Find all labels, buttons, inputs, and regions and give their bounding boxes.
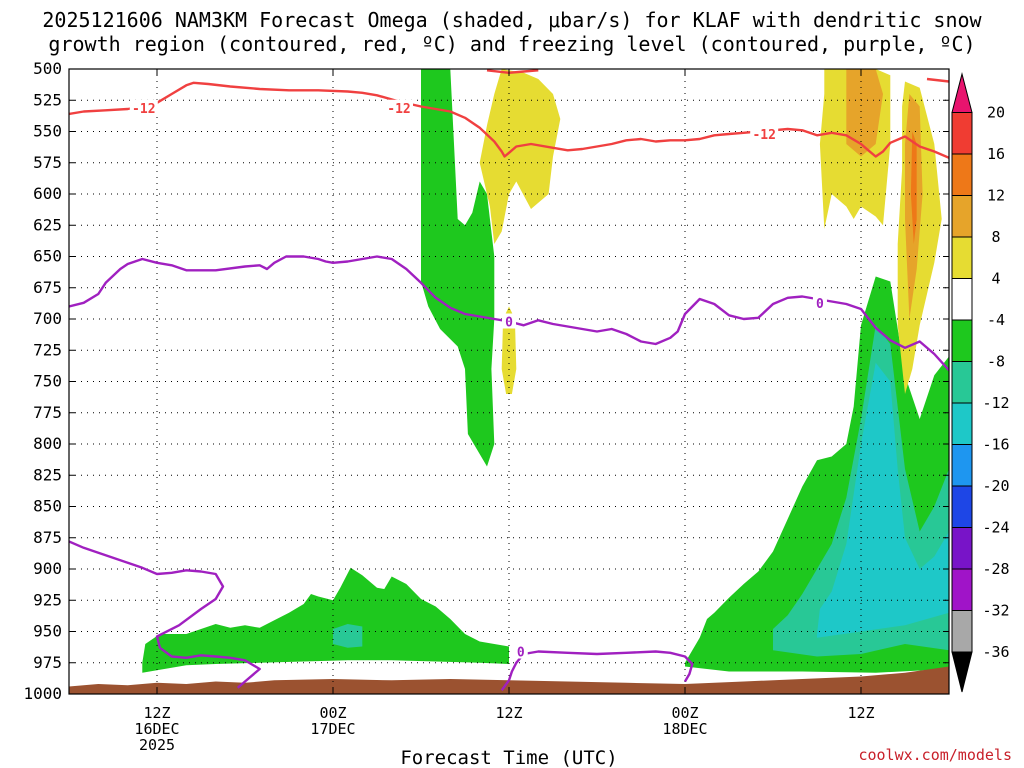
contour-line-1 <box>486 69 539 75</box>
colorbar-top-arrow <box>951 72 973 113</box>
temperature-contours <box>69 69 949 692</box>
contour-label-bg <box>502 313 516 329</box>
y-tick-label: 825 <box>33 465 62 484</box>
colorbar-label: -28 <box>982 560 1009 578</box>
y-tick-label: 925 <box>33 590 62 609</box>
colorbar-swatch <box>951 112 973 155</box>
y-tick-label: 875 <box>33 528 62 547</box>
omega-region-4 <box>333 624 363 648</box>
contour-label: -12 <box>752 128 775 143</box>
y-tick-label: 600 <box>33 184 62 203</box>
y-tick-label: 850 <box>33 497 62 516</box>
contour-label: 0 <box>816 297 824 312</box>
omega-shading <box>142 69 949 673</box>
colorbar-label: -32 <box>982 602 1009 620</box>
y-tick-label: 1000 <box>23 684 62 703</box>
colorbar-swatch <box>951 195 973 238</box>
contour-line-4 <box>69 540 261 689</box>
x-tick-label: 18DEC <box>662 720 707 738</box>
colorbar-label: 12 <box>987 187 1005 205</box>
y-tick-label: 975 <box>33 653 62 672</box>
omega-region-1 <box>142 567 510 673</box>
surface-fill <box>69 666 949 694</box>
y-tick-label: 500 <box>33 59 62 78</box>
colorbar-swatch <box>951 610 973 653</box>
chart-title-line2: growth region (contoured, red, ºC) and f… <box>48 32 975 56</box>
omega-region-12 <box>910 131 917 244</box>
contour-label-bg <box>129 99 158 115</box>
x-axis-label: Forecast Time (UTC) <box>400 747 617 768</box>
colorbar-swatch <box>951 361 973 404</box>
colorbar-label: -8 <box>987 353 1005 371</box>
contour-line-0 <box>69 81 949 159</box>
contour-line-2 <box>926 77 949 83</box>
colorbar-label: -12 <box>982 394 1009 412</box>
colorbar-label: -4 <box>987 311 1005 329</box>
y-tick-label: 725 <box>33 340 62 359</box>
y-tick-label: 625 <box>33 215 62 234</box>
contour-label: -12 <box>132 102 155 117</box>
colorbar-swatch <box>951 153 973 196</box>
colorbar: 20 16 12 8 4 -4 -8 -12 -16 -20 -24 -28 -32 -36 <box>951 72 1010 693</box>
y-tick-label: 550 <box>33 122 62 141</box>
y-tick-label: 525 <box>33 90 62 109</box>
colorbar-label: -24 <box>982 519 1009 537</box>
y-tick-label: 575 <box>33 153 62 172</box>
y-tick-label: 800 <box>33 434 62 453</box>
y-axis-ticks: 500 525 550 575 600 625 650 675 700 725 750 775 800 8… <box>23 59 949 703</box>
colorbar-swatch <box>951 527 973 570</box>
colorbar-label: -16 <box>982 436 1009 454</box>
colorbar-swatch <box>951 319 973 362</box>
colorbar-label: 20 <box>987 104 1005 122</box>
omega-region-6 <box>479 69 561 244</box>
contour-label-bg <box>385 99 413 115</box>
colorbar-label: 8 <box>991 228 1000 246</box>
y-tick-label: 650 <box>33 247 62 266</box>
omega-region-0 <box>421 69 495 467</box>
colorbar-swatch <box>951 568 973 611</box>
surface-ground <box>69 666 949 694</box>
y-tick-label: 775 <box>33 403 62 422</box>
colorbar-bottom-arrow <box>951 651 973 693</box>
x-tick-label: 2025 <box>139 736 175 754</box>
omega-region-10 <box>846 69 883 157</box>
colorbar-label: 16 <box>987 145 1005 163</box>
x-tick-label: 16DEC <box>134 720 179 738</box>
colorbar-label: 4 <box>991 270 1000 288</box>
colorbar-label: -20 <box>982 477 1009 495</box>
contour-label-bg <box>750 126 779 141</box>
chart-title-line1: 2025121606 NAM3KM Forecast Omega (shaded… <box>42 8 982 32</box>
colorbar-swatch <box>951 236 973 279</box>
x-tick-label: 12Z <box>495 704 522 722</box>
y-tick-label: 750 <box>33 372 62 391</box>
contour-label: -12 <box>387 102 410 117</box>
colorbar-label: -36 <box>982 643 1009 661</box>
y-tick-label: 900 <box>33 559 62 578</box>
colorbar-swatch <box>951 485 973 528</box>
omega-region-5 <box>817 362 949 638</box>
grid-lines <box>69 68 949 695</box>
colorbar-swatch <box>951 278 973 321</box>
contour-line-5 <box>500 650 694 692</box>
colorbar-swatch <box>951 402 973 445</box>
colorbar-swatch <box>951 444 973 487</box>
y-tick-label: 700 <box>33 309 62 328</box>
contour-label-bg <box>513 643 528 659</box>
x-tick-label: 12Z <box>143 704 170 722</box>
x-tick-label: 00Z <box>671 704 698 722</box>
x-tick-label: 17DEC <box>310 720 355 738</box>
credit-text: coolwx.com/models <box>858 746 1012 764</box>
y-tick-label: 950 <box>33 622 62 641</box>
contour-label-bg <box>812 294 827 310</box>
y-tick-label: 675 <box>33 278 62 297</box>
contour-label: 0 <box>517 646 525 661</box>
x-tick-label: 00Z <box>319 704 346 722</box>
contour-labels: -12 -12 -12 0 0 0 <box>129 99 827 661</box>
contour-label: 0 <box>505 316 513 331</box>
x-tick-label: 12Z <box>847 704 874 722</box>
